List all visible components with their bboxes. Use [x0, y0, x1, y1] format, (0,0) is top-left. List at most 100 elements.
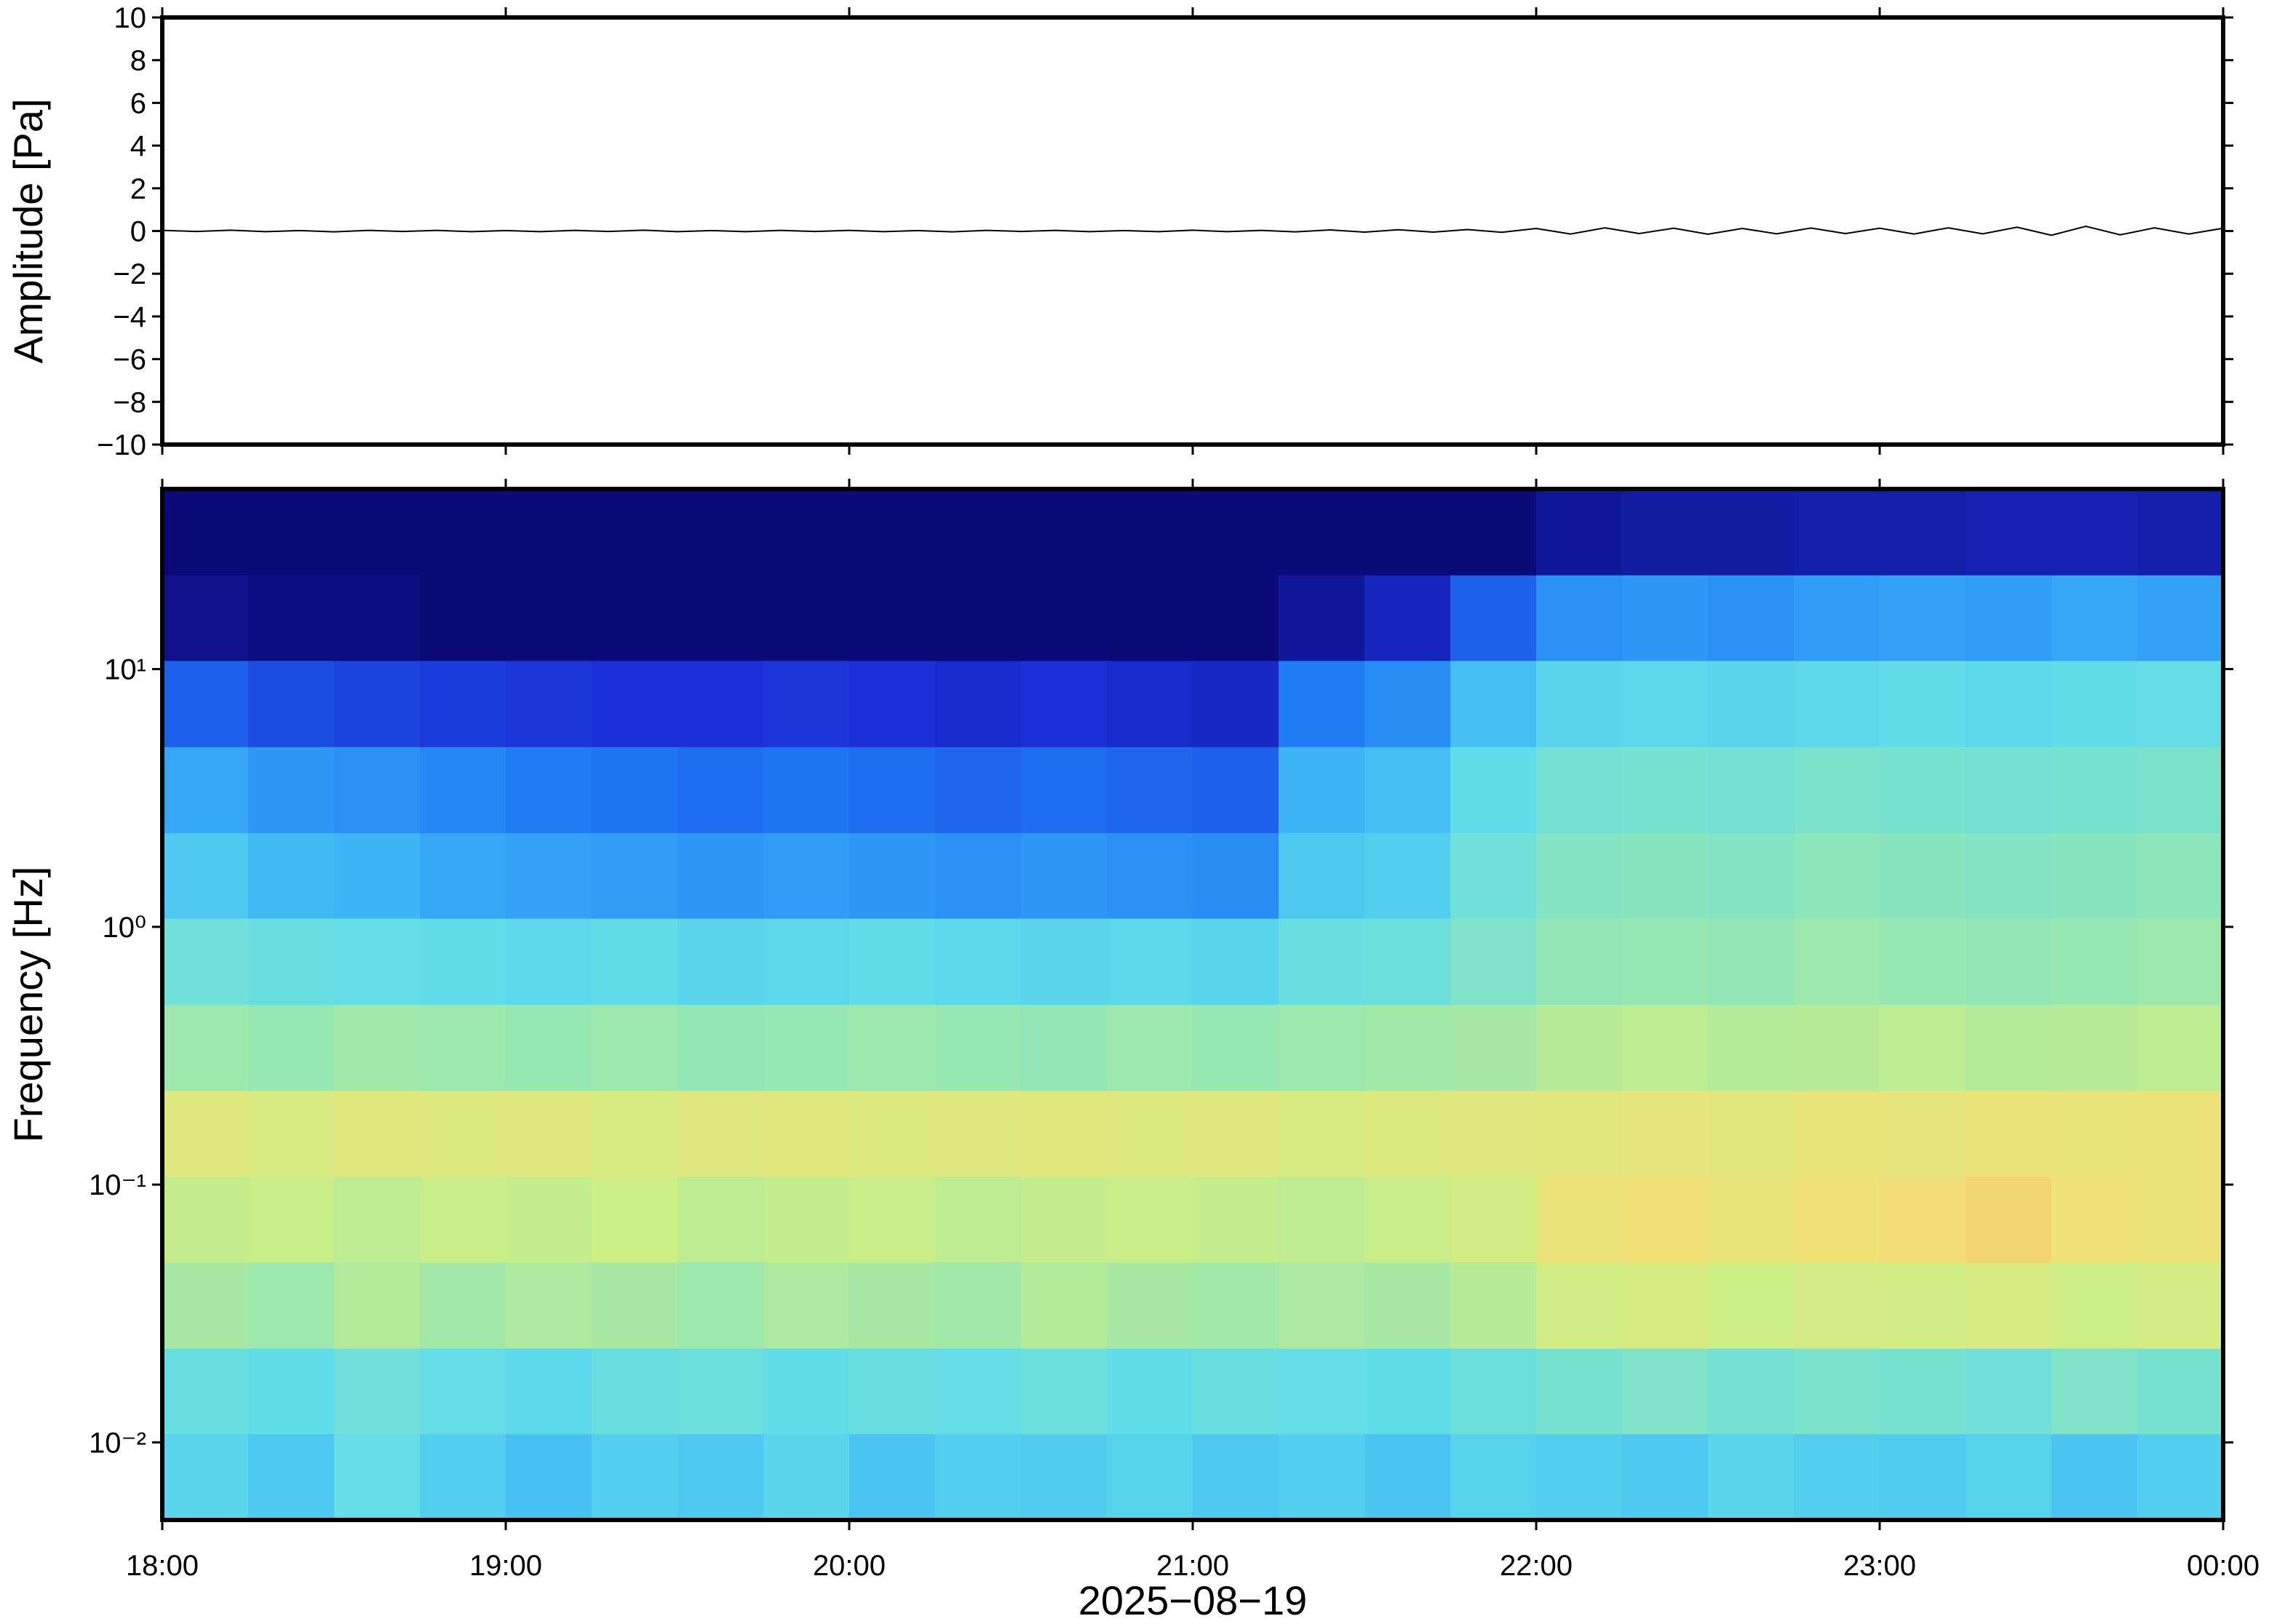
spectrogram-cell	[248, 489, 335, 576]
x-tick-label: 19:00	[469, 1550, 542, 1582]
spectrogram-cell	[2137, 1348, 2224, 1435]
spectrogram-cell	[763, 660, 850, 747]
spectrogram-cell	[1193, 1004, 1279, 1091]
spectrogram-cell	[2051, 1348, 2138, 1435]
spectrogram-cell	[162, 1004, 249, 1091]
spectrogram-cell	[420, 918, 506, 1006]
spectrogram-cell	[420, 575, 506, 661]
spectrogram-cell	[1193, 489, 1279, 576]
y-tick-label: 4	[130, 130, 146, 162]
spectrogram-cell	[1622, 1004, 1709, 1091]
spectrogram-cell	[763, 1090, 850, 1177]
spectrogram-cell	[1622, 747, 1709, 833]
spectrogram-cell	[1622, 1090, 1709, 1177]
spectrogram-cell	[334, 1176, 421, 1263]
spectrogram-cell	[1880, 660, 1966, 747]
y-tick-label: 10⁰	[102, 912, 146, 944]
spectrogram-cell	[506, 918, 592, 1006]
spectrogram-cell	[677, 1433, 764, 1521]
spectrogram-cell	[1107, 1348, 1193, 1435]
spectrogram-cell	[763, 918, 850, 1006]
y-tick-label: 6	[130, 87, 146, 119]
spectrogram-cell	[420, 1090, 506, 1177]
spectrogram-cell	[677, 747, 764, 833]
spectrogram-cell	[1622, 575, 1709, 661]
spectrogram-cell	[248, 1433, 335, 1521]
spectrogram-cell	[1107, 489, 1193, 576]
spectrogram-cell	[1880, 1176, 1966, 1263]
spectrogram-cell	[1279, 747, 1365, 833]
spectrogram-cell	[506, 489, 592, 576]
spectrogram-cell	[1364, 1004, 1451, 1091]
spectrogram-cell	[1966, 1348, 2052, 1435]
spectrogram-cell	[1880, 832, 1966, 919]
spectrogram-cell	[1880, 918, 1966, 1006]
spectrogram-cell	[506, 1348, 592, 1435]
spectrogram-cell	[677, 1004, 764, 1091]
spectrogram-cell	[1107, 575, 1193, 661]
spectrogram-cell	[420, 1176, 506, 1263]
spectrogram-cell	[1536, 918, 1623, 1006]
spectrogram-cell	[592, 1176, 678, 1263]
spectrogram-cell	[162, 1176, 249, 1263]
spectrogram-cell	[248, 1090, 335, 1177]
spectrogram-cell	[1364, 575, 1451, 661]
spectrogram-cell	[1279, 1262, 1365, 1349]
spectrogram-cell	[763, 1433, 850, 1521]
spectrogram-cell	[1279, 575, 1365, 661]
spectrogram-cell	[1966, 918, 2052, 1006]
spectrogram-cell	[2137, 575, 2224, 661]
spectrogram-cell	[1536, 1348, 1623, 1435]
spectrogram-cell	[2051, 1004, 2138, 1091]
spectrogram-cell	[506, 747, 592, 833]
spectrogram-cell	[248, 918, 335, 1006]
spectrogram-cell	[420, 747, 506, 833]
spectrogram-cell	[1708, 832, 1795, 919]
spectrogram-cell	[1021, 1176, 1108, 1263]
spectrogram-cell	[849, 575, 936, 661]
spectrogram-cell	[1966, 489, 2052, 576]
spectrogram-cell	[1708, 1433, 1795, 1521]
spectrogram-cell	[592, 660, 678, 747]
spectrogram-cell	[849, 747, 936, 833]
spectrogram-cell	[2137, 747, 2224, 833]
y-tick-label: 10⁻²	[89, 1427, 146, 1459]
spectrogram-cell	[2137, 1090, 2224, 1177]
spectrogram-cell	[506, 832, 592, 919]
spectrogram-cell	[248, 1176, 335, 1263]
spectrogram-cell	[506, 1004, 592, 1091]
spectrogram-cell	[1450, 1348, 1537, 1435]
spectrogram-cell	[1536, 1090, 1623, 1177]
spectrogram-cell	[1364, 1433, 1451, 1521]
spectrogram-cell	[1794, 1348, 1880, 1435]
spectrogram-cell	[1966, 747, 2052, 833]
spectrogram-cell	[1450, 1004, 1537, 1091]
spectrogram-cell	[1021, 1004, 1108, 1091]
spectrogram-cell	[1279, 660, 1365, 747]
spectrogram-cell	[1193, 1262, 1279, 1349]
spectrogram-cell	[1450, 660, 1537, 747]
spectrogram-cell	[334, 1433, 421, 1521]
spectrogram-cell	[1794, 832, 1880, 919]
spectrogram-cell	[763, 1176, 850, 1263]
spectrogram-cell	[420, 660, 506, 747]
spectrogram-cell	[334, 1262, 421, 1349]
spectrogram-cell	[1364, 1262, 1451, 1349]
spectrogram-cell	[248, 1262, 335, 1349]
spectrogram-cell	[420, 832, 506, 919]
spectrogram-cell	[420, 1348, 506, 1435]
spectrogram-cell	[1279, 1004, 1365, 1091]
spectrogram-cell	[1364, 918, 1451, 1006]
spectrogram-cell	[1021, 660, 1108, 747]
spectrogram-cell	[677, 489, 764, 576]
spectrogram-cell	[1450, 918, 1537, 1006]
spectrogram-cell	[677, 660, 764, 747]
spectrogram-cell	[1021, 1262, 1108, 1349]
spectrogram-cell	[677, 1348, 764, 1435]
spectrogram-cell	[1193, 575, 1279, 661]
spectrogram-cell	[849, 660, 936, 747]
spectrogram-cell	[1279, 832, 1365, 919]
spectrogram-cell	[1450, 1433, 1537, 1521]
spectrogram-cell	[1107, 832, 1193, 919]
